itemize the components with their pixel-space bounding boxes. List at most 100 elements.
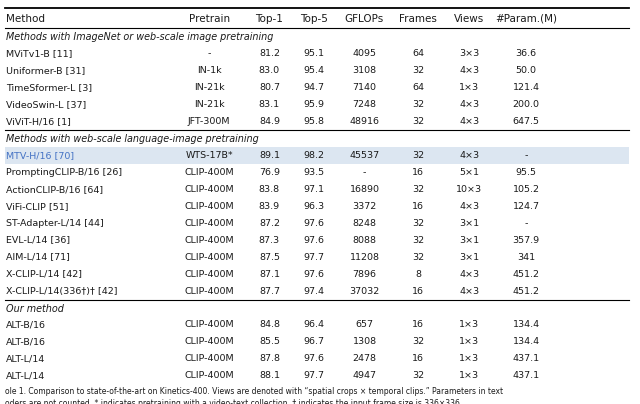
Text: 48916: 48916 xyxy=(349,117,380,126)
Text: 95.4: 95.4 xyxy=(303,66,324,75)
Text: #Param.(M): #Param.(M) xyxy=(495,14,557,24)
Text: 4095: 4095 xyxy=(353,49,376,58)
Text: Views: Views xyxy=(454,14,484,24)
Text: 8088: 8088 xyxy=(353,236,376,244)
Text: 87.1: 87.1 xyxy=(259,269,280,278)
Text: Top-5: Top-5 xyxy=(300,14,328,24)
Text: 32: 32 xyxy=(412,219,424,227)
Text: 64: 64 xyxy=(412,49,424,58)
Text: CLIP-400M: CLIP-400M xyxy=(184,219,234,227)
Text: Pretrain: Pretrain xyxy=(189,14,230,24)
Text: X-CLIP-L/14 [42]: X-CLIP-L/14 [42] xyxy=(6,269,83,278)
Text: 87.2: 87.2 xyxy=(259,219,280,227)
Text: 81.2: 81.2 xyxy=(259,49,280,58)
Text: AIM-L/14 [71]: AIM-L/14 [71] xyxy=(6,252,70,261)
Text: 451.2: 451.2 xyxy=(513,286,540,295)
Text: 10×3: 10×3 xyxy=(456,185,482,194)
Text: 1×3: 1×3 xyxy=(459,371,479,381)
Text: 32: 32 xyxy=(412,337,424,347)
Text: MViTv1-B [11]: MViTv1-B [11] xyxy=(6,49,73,58)
Text: 97.7: 97.7 xyxy=(303,371,324,381)
Text: 88.1: 88.1 xyxy=(259,371,280,381)
Text: 97.1: 97.1 xyxy=(303,185,324,194)
Text: 76.9: 76.9 xyxy=(259,168,280,177)
Text: 105.2: 105.2 xyxy=(513,185,540,194)
Text: -: - xyxy=(363,168,366,177)
Text: ALT-B/16: ALT-B/16 xyxy=(6,320,46,330)
Text: 83.8: 83.8 xyxy=(259,185,280,194)
Text: 87.5: 87.5 xyxy=(259,252,280,261)
Text: ALT-B/16: ALT-B/16 xyxy=(6,337,46,347)
Text: 97.6: 97.6 xyxy=(303,269,324,278)
Text: 32: 32 xyxy=(412,371,424,381)
Text: 37032: 37032 xyxy=(349,286,380,295)
Text: 16: 16 xyxy=(412,320,424,330)
Text: 7140: 7140 xyxy=(353,83,376,92)
Text: 8248: 8248 xyxy=(353,219,376,227)
Text: 2478: 2478 xyxy=(353,354,376,364)
Text: ole 1. Comparison to state-of-the-art on Kinetics-400. Views are denoted with “s: ole 1. Comparison to state-of-the-art on… xyxy=(5,387,503,396)
Text: CLIP-400M: CLIP-400M xyxy=(184,236,234,244)
Text: CLIP-400M: CLIP-400M xyxy=(184,202,234,210)
Text: GFLOPs: GFLOPs xyxy=(345,14,384,24)
Text: 3372: 3372 xyxy=(353,202,376,210)
Text: 96.3: 96.3 xyxy=(303,202,324,210)
Text: MTV-H/16 [70]: MTV-H/16 [70] xyxy=(6,151,74,160)
Text: TimeSformer-L [3]: TimeSformer-L [3] xyxy=(6,83,92,92)
Text: 3×3: 3×3 xyxy=(459,49,479,58)
Text: 83.1: 83.1 xyxy=(259,100,280,109)
Text: 16890: 16890 xyxy=(349,185,380,194)
Text: CLIP-400M: CLIP-400M xyxy=(184,185,234,194)
Text: 16: 16 xyxy=(412,202,424,210)
Text: VideoSwin-L [37]: VideoSwin-L [37] xyxy=(6,100,86,109)
Bar xyxy=(5,367,629,384)
Text: 1×3: 1×3 xyxy=(459,320,479,330)
Text: 50.0: 50.0 xyxy=(516,66,537,75)
Text: JFT-300M: JFT-300M xyxy=(188,117,230,126)
Text: IN-21k: IN-21k xyxy=(194,83,225,92)
Text: 95.5: 95.5 xyxy=(516,168,537,177)
Text: 8: 8 xyxy=(415,269,421,278)
Text: 16: 16 xyxy=(412,168,424,177)
Text: 4×3: 4×3 xyxy=(459,151,479,160)
Text: 95.1: 95.1 xyxy=(303,49,324,58)
Text: -: - xyxy=(524,151,528,160)
Text: 32: 32 xyxy=(412,151,424,160)
Text: 80.7: 80.7 xyxy=(259,83,280,92)
Text: CLIP-400M: CLIP-400M xyxy=(184,168,234,177)
Text: 7248: 7248 xyxy=(353,100,376,109)
Text: 96.4: 96.4 xyxy=(303,320,324,330)
Text: 85.5: 85.5 xyxy=(259,337,280,347)
Text: ViViT-H/16 [1]: ViViT-H/16 [1] xyxy=(6,117,71,126)
Text: CLIP-400M: CLIP-400M xyxy=(184,286,234,295)
Text: 1×3: 1×3 xyxy=(459,83,479,92)
Text: 64: 64 xyxy=(412,83,424,92)
Text: 4×3: 4×3 xyxy=(459,117,479,126)
Text: 97.6: 97.6 xyxy=(303,219,324,227)
Text: 5×1: 5×1 xyxy=(459,168,479,177)
Text: Frames: Frames xyxy=(399,14,437,24)
Text: ActionCLIP-B/16 [64]: ActionCLIP-B/16 [64] xyxy=(6,185,104,194)
Text: 98.2: 98.2 xyxy=(303,151,324,160)
Text: oders are not counted. * indicates pretraining with a video-text collection. † i: oders are not counted. * indicates pretr… xyxy=(5,399,462,404)
Text: 341: 341 xyxy=(517,252,535,261)
Text: CLIP-400M: CLIP-400M xyxy=(184,371,234,381)
Text: 32: 32 xyxy=(412,185,424,194)
Text: Method: Method xyxy=(6,14,45,24)
Text: Our method: Our method xyxy=(6,304,64,314)
Text: 3×1: 3×1 xyxy=(459,219,479,227)
Text: 437.1: 437.1 xyxy=(513,354,540,364)
Text: 1×3: 1×3 xyxy=(459,337,479,347)
Text: 437.1: 437.1 xyxy=(513,371,540,381)
Text: CLIP-400M: CLIP-400M xyxy=(184,320,234,330)
Text: 4×3: 4×3 xyxy=(459,66,479,75)
Text: 95.8: 95.8 xyxy=(303,117,324,126)
Text: 97.4: 97.4 xyxy=(303,286,324,295)
Text: 93.5: 93.5 xyxy=(303,168,324,177)
Text: 84.9: 84.9 xyxy=(259,117,280,126)
Text: 83.0: 83.0 xyxy=(259,66,280,75)
Text: 36.6: 36.6 xyxy=(516,49,537,58)
Text: 11208: 11208 xyxy=(349,252,380,261)
Text: 4×3: 4×3 xyxy=(459,269,479,278)
Text: 451.2: 451.2 xyxy=(513,269,540,278)
